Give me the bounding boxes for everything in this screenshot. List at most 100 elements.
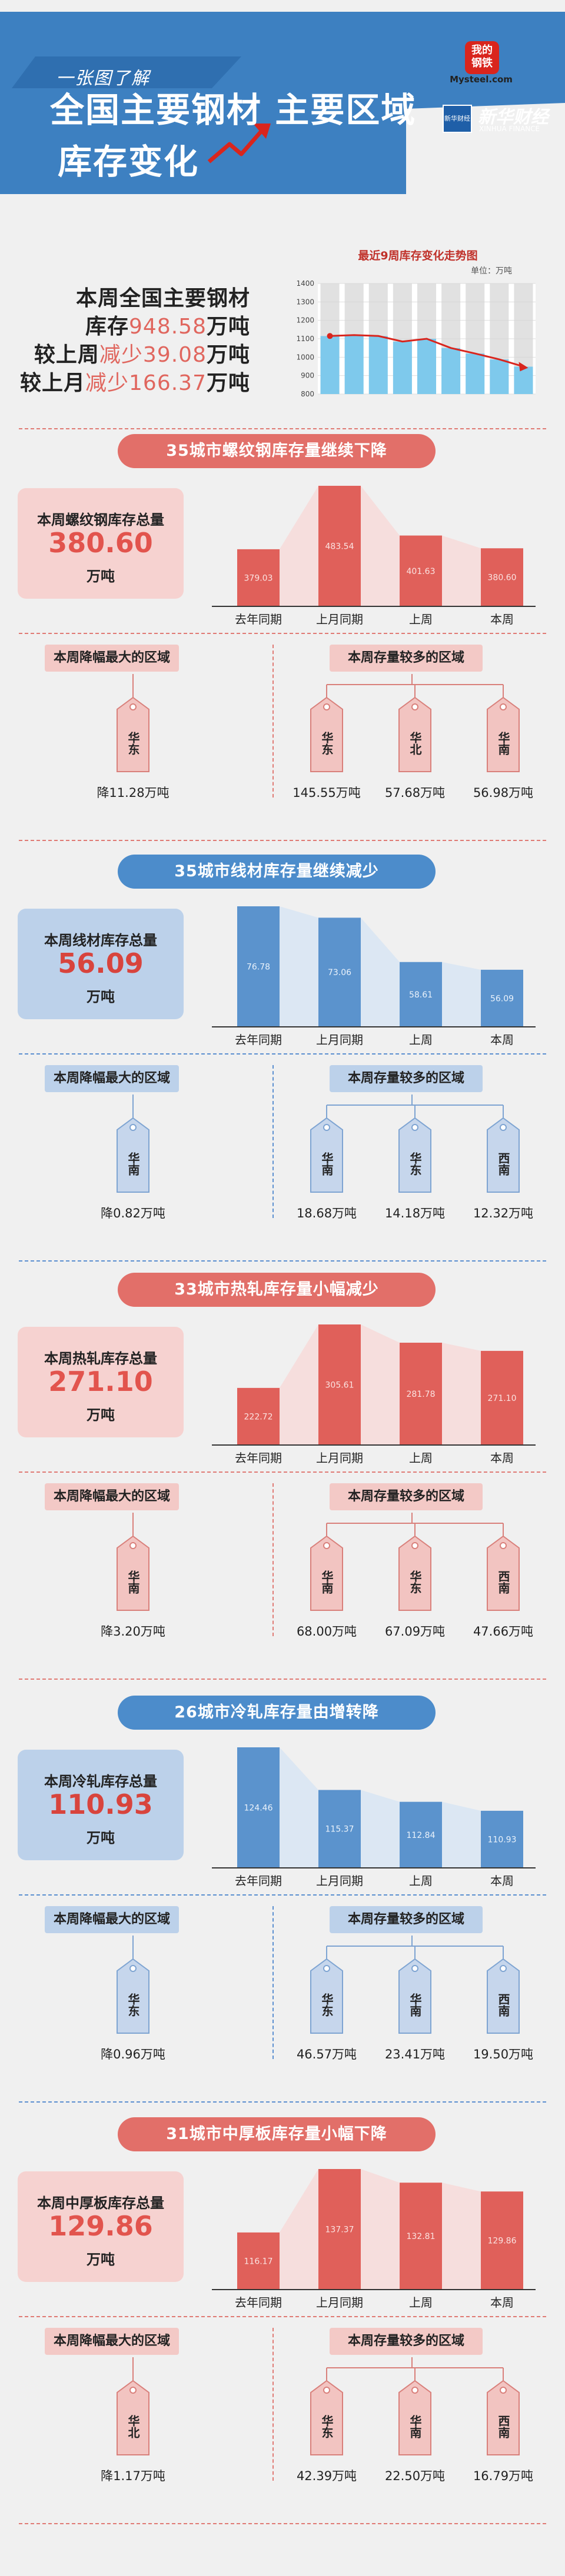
chart-bar-value-label: 129.86 — [488, 2237, 517, 2246]
drop-region-title: 本周降幅最大的区域 — [45, 2328, 179, 2355]
chart-bar-value-label: 115.37 — [325, 1825, 354, 1834]
top-region-tag-icon — [310, 1535, 343, 1611]
top-region-tag-icon — [398, 1117, 431, 1193]
drop-region-tag-value: 降3.20万吨 — [101, 1624, 165, 1639]
drop-region-tag-name: 华南 — [126, 1570, 140, 1594]
top-region-tag-icon — [487, 2380, 520, 2455]
chart-category-label: 本周 — [490, 1874, 514, 1888]
header-title-line2: 库存变化 — [58, 142, 200, 182]
chart-category-label: 上月同期 — [316, 1451, 363, 1465]
top-regions-title: 本周存量较多的区域 — [330, 645, 483, 672]
chart-area-fill — [237, 1747, 523, 1868]
drop-region-tag-value: 降0.96万吨 — [101, 2047, 165, 2061]
top-region-tag-value: 68.00万吨 — [296, 1624, 357, 1639]
top-region-tag-icon — [487, 1117, 520, 1193]
chart-bar — [481, 1350, 523, 1445]
trend-line-arrowhead — [519, 362, 529, 372]
top-region-tag-icon — [398, 696, 431, 772]
xinhua-logo-box: 新华财经 — [443, 105, 472, 133]
chart-bar-value-label: 58.61 — [409, 990, 433, 1000]
trend-line-start-dot — [327, 333, 333, 339]
total-unit: 万吨 — [87, 568, 115, 585]
chart-bar — [481, 2191, 523, 2290]
total-box: 本周线材库存总量 56.09 万吨 — [18, 909, 184, 1019]
top-region-tag-name: 华东 — [320, 1993, 334, 2017]
top-regions-connector — [326, 1095, 504, 1118]
top-region-tag-name: 西南 — [496, 1152, 510, 1176]
top-region-tag-value: 23.41万吨 — [384, 2047, 446, 2061]
chart-area-fill — [237, 1324, 523, 1445]
summary-line4-unit: 万吨 — [206, 371, 250, 395]
top-regions-connector — [326, 674, 504, 698]
drop-region-tag-value: 降11.28万吨 — [97, 786, 170, 800]
section-banner: 26城市冷轧库存量由增转降 — [118, 1696, 436, 1730]
trend-bar-bg — [368, 283, 388, 336]
tag-shape — [487, 1958, 520, 2034]
drop-region-tag-icon — [117, 1958, 149, 2034]
drop-region-tag-icon — [117, 2380, 149, 2455]
tag-hole — [500, 1124, 507, 1131]
drop-region-tag-name: 华东 — [126, 1993, 140, 2017]
total-unit: 万吨 — [87, 989, 115, 1005]
top-region-tag-icon — [398, 2380, 431, 2455]
chart-bar — [237, 906, 280, 1027]
chart-bar — [237, 1747, 280, 1868]
chart-bar — [400, 962, 442, 1027]
section-banner: 33城市热轧库存量小幅减少 — [118, 1273, 436, 1307]
tag-shape — [117, 696, 149, 772]
top-region-tag-icon — [487, 1958, 520, 2034]
drop-region-title: 本周降幅最大的区域 — [45, 1906, 179, 1933]
tag-shape — [117, 1535, 149, 1611]
total-label: 本周螺纹钢库存总量 — [37, 512, 164, 528]
top-region-tag-icon — [487, 696, 520, 772]
top-region-tag-name: 华南 — [320, 1152, 334, 1176]
tag-shape — [487, 2380, 520, 2455]
top-region-tag-icon — [398, 1535, 431, 1611]
top-region-tag-value: 56.98万吨 — [473, 786, 534, 800]
section-end-divider — [19, 1260, 546, 1262]
top-regions-connector — [326, 1936, 504, 1959]
drop-region-connector — [132, 2357, 134, 2381]
summary-line-2: 库存948.58万吨 — [85, 309, 250, 340]
total-value: 129.86 — [48, 2210, 153, 2242]
section-divider — [19, 1471, 546, 1473]
chart-category-label: 去年同期 — [235, 612, 282, 626]
chart-bar — [400, 535, 442, 606]
mysteel-logo-domain: Mysteel.com — [450, 74, 513, 85]
top-region-tag-name: 华南 — [496, 732, 510, 755]
trend-chart-title: 最近9周库存变化走势图 — [358, 249, 478, 262]
total-unit: 万吨 — [87, 2251, 115, 2268]
trend-bar — [466, 353, 485, 394]
chart-bar — [318, 1324, 361, 1445]
top-regions-title: 本周存量较多的区域 — [330, 1483, 483, 1510]
trend-ytick-label: 1300 — [296, 298, 314, 306]
chart-bar — [400, 2183, 442, 2290]
summary-line-1: 本周全国主要钢材 — [76, 281, 250, 312]
top-region-tag-name: 西南 — [496, 2415, 510, 2438]
drop-region-tag-name: 华南 — [126, 1152, 140, 1176]
top-region-tag-name: 西南 — [496, 1570, 510, 1594]
total-box: 本周热轧库存总量 271.10 万吨 — [18, 1327, 184, 1437]
tag-shape — [310, 1958, 343, 2034]
top-region-tag-value: 14.18万吨 — [384, 1206, 446, 1220]
section-bar-chart: 76.78 73.06 58.61 56.09 — [212, 906, 536, 1027]
top-region-tag-value: 19.50万吨 — [473, 2047, 534, 2061]
top-region-tag-icon — [310, 1117, 343, 1193]
chart-category-label: 上周 — [409, 1451, 433, 1465]
chart-bar-value-label: 380.60 — [488, 573, 517, 583]
section-banner: 31城市中厚板库存量小幅下降 — [118, 2117, 436, 2151]
chart-category-label: 去年同期 — [235, 1874, 282, 1888]
top-region-tag-name: 西南 — [496, 1993, 510, 2017]
trend-bar — [368, 336, 388, 394]
chart-category-label: 去年同期 — [235, 2295, 282, 2310]
summary-line-3: 较上周减少39.08万吨 — [34, 338, 250, 368]
tag-shape — [310, 1117, 343, 1193]
chart-area-fill — [237, 486, 523, 606]
tag-hole — [500, 2387, 507, 2394]
trend-chart-unit: 单位：万吨 — [471, 266, 512, 276]
top-region-tag-value: 67.09万吨 — [384, 1624, 446, 1639]
summary-line3-pre: 较上周 — [34, 343, 99, 367]
xinhua-logo-name: 新华财经 — [478, 107, 549, 128]
trend-bar — [320, 336, 340, 394]
top-regions-connector — [326, 1513, 504, 1536]
